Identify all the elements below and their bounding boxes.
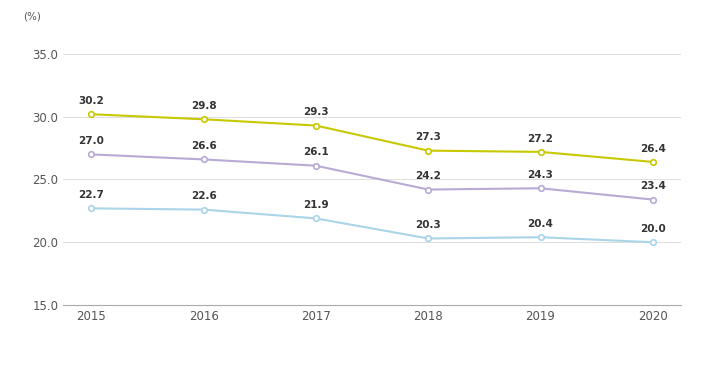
- Text: 20.0: 20.0: [640, 224, 665, 234]
- Text: 29.3: 29.3: [303, 107, 329, 117]
- Text: 20.4: 20.4: [528, 219, 553, 229]
- Text: 27.2: 27.2: [528, 134, 553, 143]
- Text: 27.3: 27.3: [416, 132, 441, 142]
- Text: 23.4: 23.4: [640, 181, 665, 191]
- Text: 27.0: 27.0: [79, 136, 104, 146]
- Text: 29.8: 29.8: [191, 101, 216, 111]
- Text: 22.6: 22.6: [191, 191, 216, 201]
- Text: 24.2: 24.2: [416, 171, 441, 181]
- Text: 24.3: 24.3: [528, 170, 553, 180]
- Text: 26.4: 26.4: [640, 143, 665, 154]
- Text: 22.7: 22.7: [79, 190, 104, 200]
- Text: 26.1: 26.1: [303, 147, 329, 157]
- Text: 21.9: 21.9: [303, 200, 329, 210]
- Text: 30.2: 30.2: [79, 96, 104, 106]
- Text: 20.3: 20.3: [416, 220, 441, 230]
- Text: (%): (%): [23, 12, 41, 22]
- Text: 26.6: 26.6: [191, 141, 216, 151]
